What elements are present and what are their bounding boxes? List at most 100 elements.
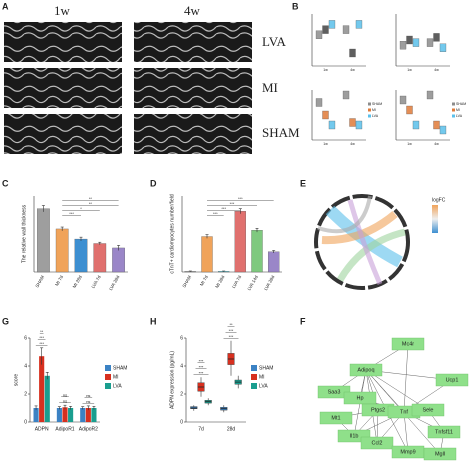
echo-image: [4, 22, 122, 62]
box: [412, 120, 420, 130]
x-tick-label: 4w: [434, 68, 439, 72]
x-tick-label: 7d: [198, 426, 204, 432]
legend-label: SHAM: [456, 102, 466, 106]
x-tick-label: 1w: [323, 68, 328, 72]
y-tick-label: 2: [24, 391, 27, 397]
y-axis-label: score: [13, 374, 19, 386]
node-label: Saa3: [328, 389, 341, 395]
legend-label: MI: [113, 374, 119, 380]
chart: The relative wall thickness SHAM MI 7d MI 2…: [21, 196, 128, 291]
echo-image: [134, 22, 252, 62]
network-node: [349, 363, 383, 377]
node-label: Tnfsf11: [435, 429, 453, 435]
column-label: 1w: [54, 3, 71, 18]
x-tick-label: 1w: [407, 68, 412, 72]
sig-label: ***: [199, 364, 204, 369]
x-tick-label: MI 7d: [199, 274, 209, 287]
bar: [91, 408, 97, 422]
panel-label: G: [2, 316, 9, 326]
legend-label: LVA: [456, 114, 463, 118]
x-tick-label: ADPN: [35, 426, 49, 432]
sig-label: ***: [238, 196, 243, 201]
node-label: Tnf: [400, 409, 408, 415]
chart: 1w 4w SHAM MI LVA: [395, 90, 466, 146]
box: [406, 35, 413, 45]
sig-label: ***: [39, 341, 44, 346]
network-edge: [403, 411, 409, 453]
network-edge: [365, 369, 429, 411]
y-axis-label: cTnT+ cardiomyocytes number/field: [169, 194, 175, 274]
bar: [55, 228, 69, 273]
bar: [33, 408, 39, 422]
legend-label: SHAM: [113, 365, 127, 371]
sig-label: ***: [229, 328, 234, 333]
legend-swatch: [452, 114, 455, 118]
y-tick-label: 6: [180, 335, 183, 341]
x-tick-label: 4w: [350, 68, 355, 72]
row-label: LVA: [262, 34, 286, 49]
bar: [80, 408, 86, 422]
x-tick-label: MI 28d: [214, 274, 225, 289]
row-label: MI: [262, 80, 278, 95]
column-label: 4w: [184, 3, 201, 18]
network-node: [360, 436, 394, 450]
box: [322, 110, 329, 120]
bar: [74, 238, 88, 273]
x-tick-label: 1w: [323, 142, 328, 146]
panel-label: C: [2, 178, 9, 188]
x-tick-label: 4w: [350, 142, 355, 146]
echo-image: [4, 114, 122, 154]
network-node: [411, 403, 445, 417]
box: [426, 38, 434, 47]
bar: [93, 243, 107, 273]
x-tick-label: MI 28d: [72, 274, 83, 289]
box: [355, 120, 363, 130]
sig-label: ns: [63, 398, 67, 403]
x-tick-label: AdipoR1: [55, 426, 74, 432]
legend-swatch: [105, 383, 111, 389]
x-tick-label: AdipoR2: [79, 426, 98, 432]
sig-label: ***: [229, 334, 234, 339]
bar: [268, 251, 280, 273]
legend-label: LVA: [372, 114, 379, 118]
chord-ring: [314, 194, 410, 290]
sig-label: ***: [199, 370, 204, 375]
box: [315, 98, 323, 107]
legend-label: MI: [259, 374, 265, 380]
node-label: Ucp1: [446, 377, 459, 383]
box: [399, 41, 407, 50]
sig-label: ***: [199, 358, 204, 363]
node-label: Sele: [422, 407, 433, 413]
legend-swatch: [105, 374, 111, 380]
echo-image: [134, 114, 252, 154]
legend-title: logFC: [432, 197, 446, 203]
bar: [62, 407, 68, 422]
chart: 1w 4w SHAM MI LVA: [311, 90, 382, 146]
chart: 1w 4w: [311, 14, 366, 72]
sig-label: **: [229, 322, 233, 327]
bar: [44, 375, 50, 422]
legend-swatch: [368, 108, 371, 112]
legend-swatch: [105, 365, 111, 371]
box: [342, 90, 350, 100]
sig-label: ***: [230, 201, 235, 206]
x-tick-label: 4w: [434, 142, 439, 146]
box: [399, 95, 407, 105]
y-tick-label: 4: [180, 363, 183, 369]
node-label: Ptgs2: [371, 407, 385, 413]
node-label: Adipoq: [357, 367, 374, 373]
sig-label: **: [40, 329, 44, 334]
bar: [37, 208, 50, 273]
bar: [112, 247, 125, 273]
network-node: [423, 447, 457, 461]
box: [315, 30, 323, 39]
box: [406, 105, 413, 115]
network-node: [343, 391, 377, 405]
y-tick-label: 6: [24, 335, 27, 341]
bar: [251, 230, 263, 273]
legend-swatch: [251, 365, 257, 371]
box: [426, 90, 434, 100]
color-scale: [432, 205, 438, 233]
x-tick-label: LVA 7d: [90, 274, 102, 289]
node-label: Hp: [356, 395, 363, 401]
